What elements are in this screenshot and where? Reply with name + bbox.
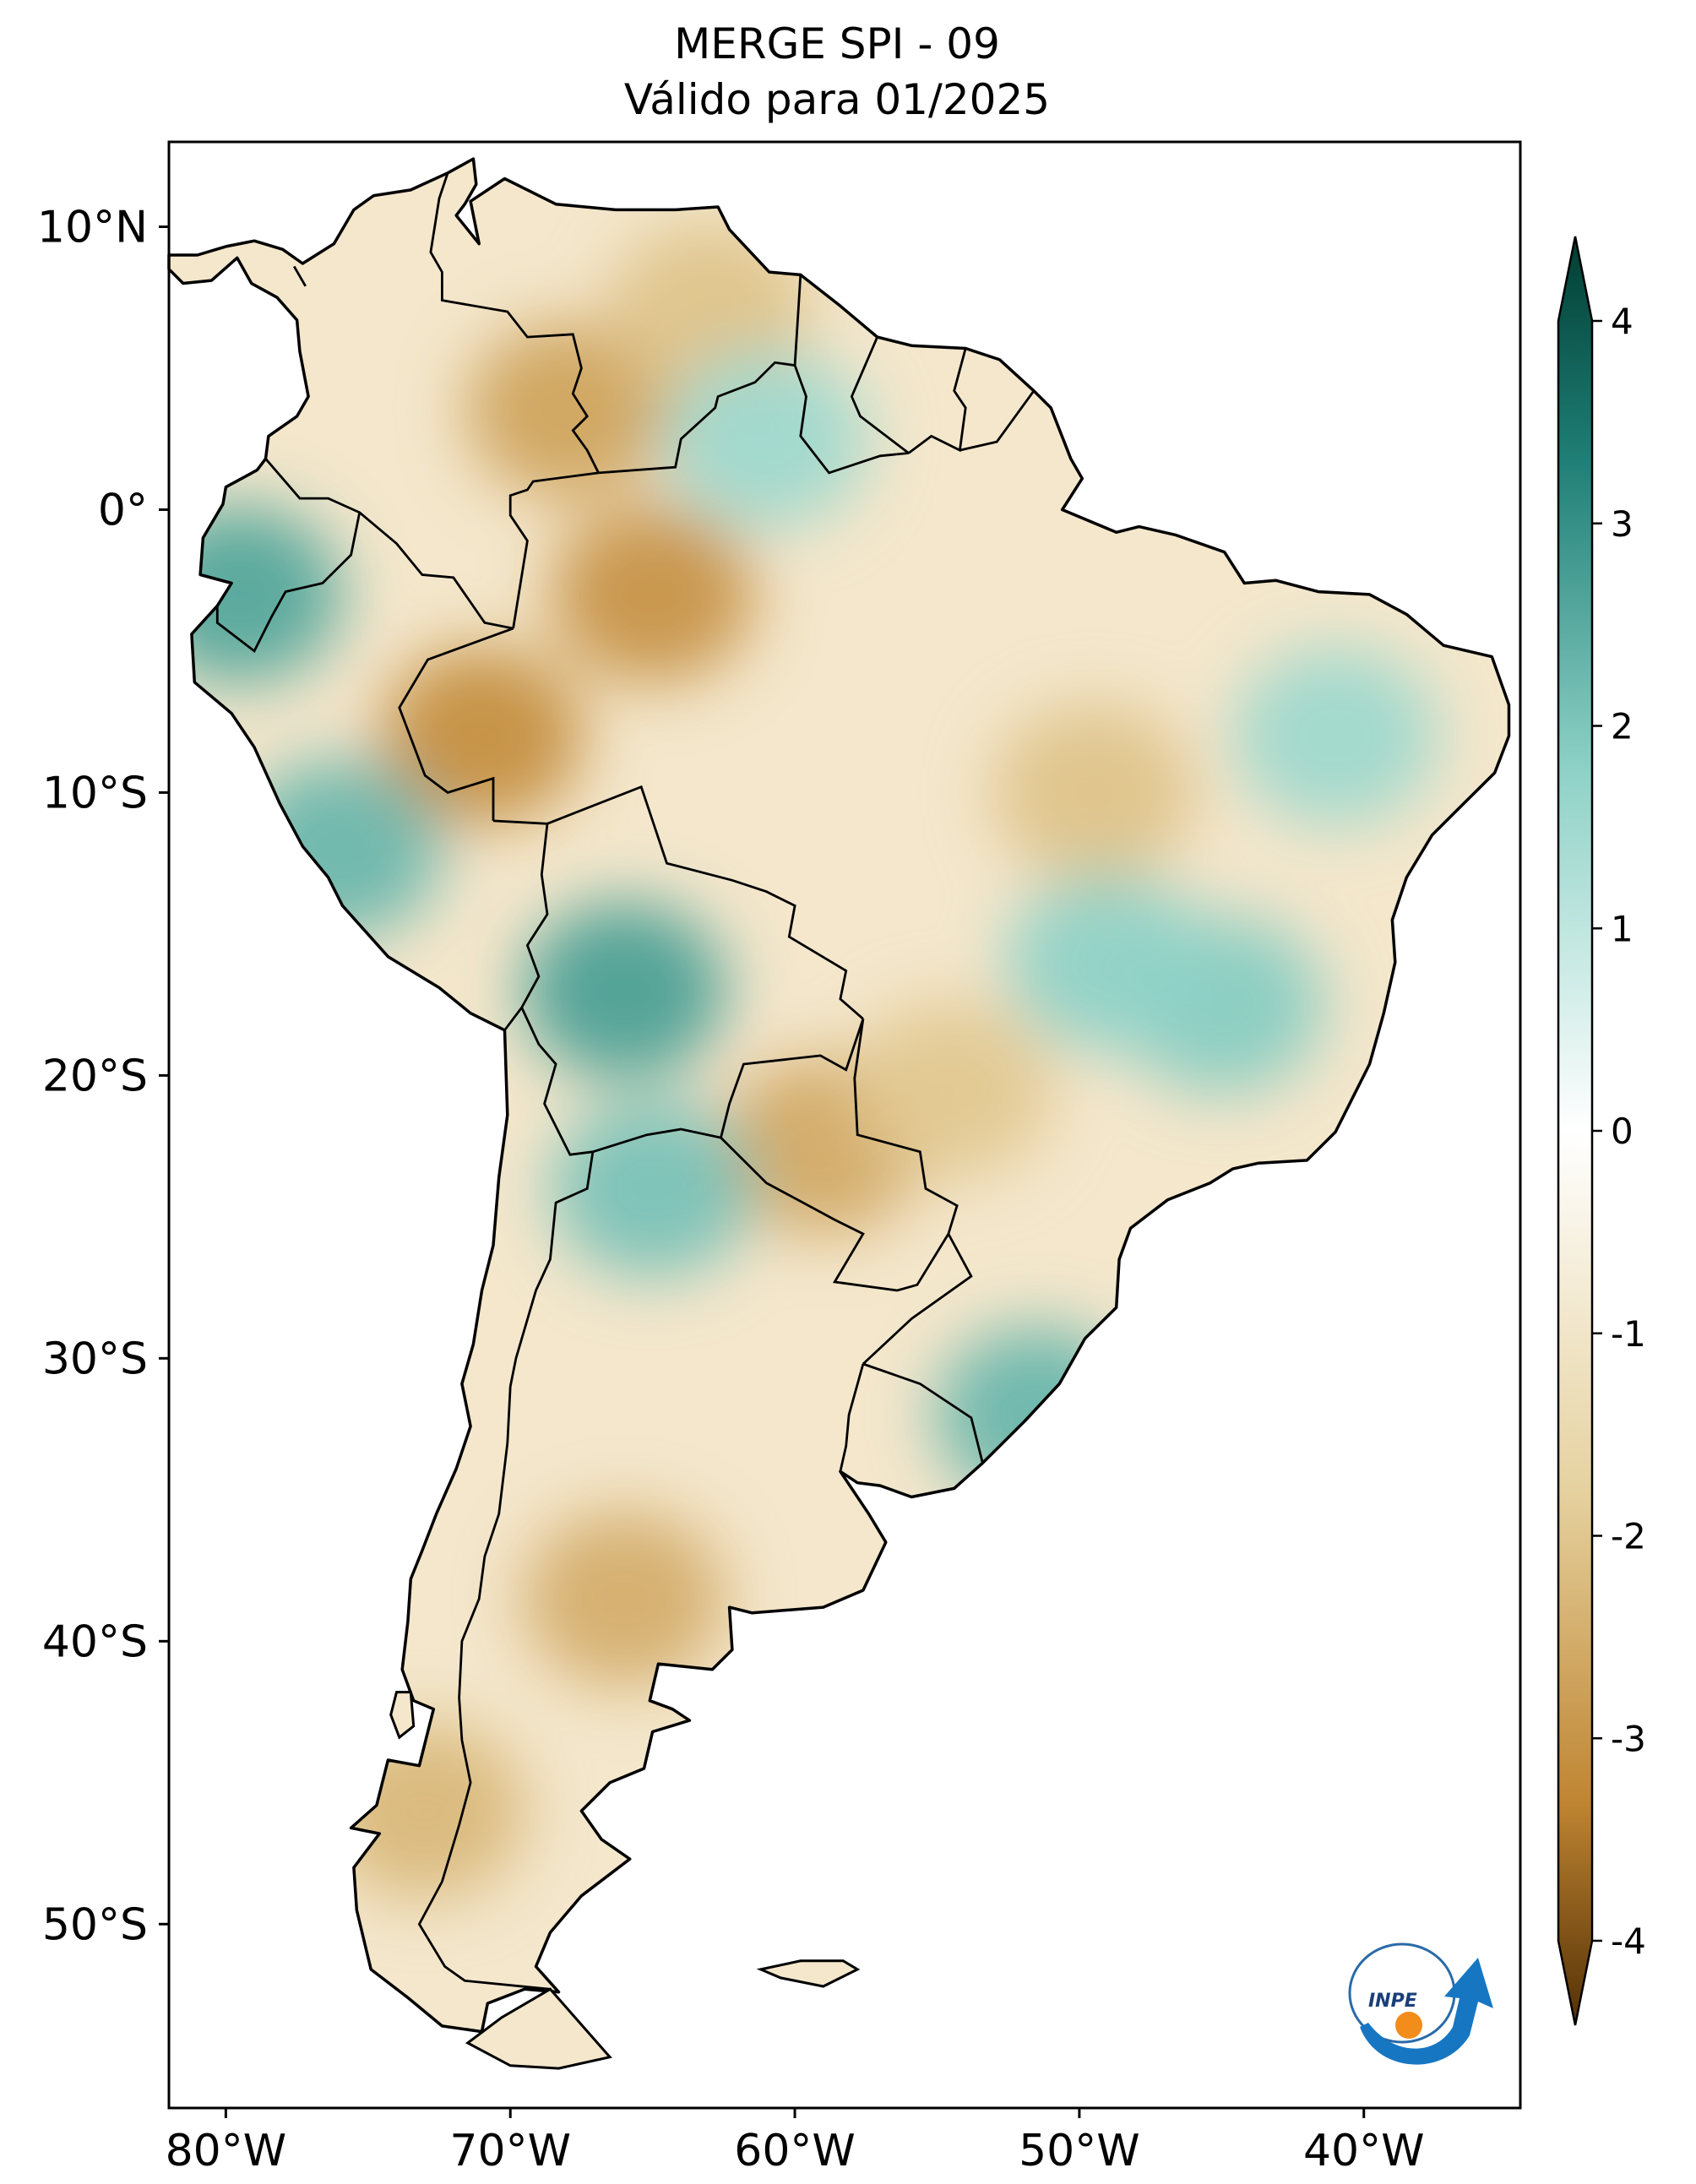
spi-region-dry-north-colombia — [465, 322, 669, 500]
colorbar: 4 3 2 1 0 -1 -2 -3 -4 — [1557, 236, 1646, 2026]
longitude-axis: 80°W 70°W 60°W 50°W 40°W — [166, 2108, 1425, 2176]
lat-tick-label: 10°S — [42, 768, 148, 818]
country-border — [264, 458, 514, 630]
spi-region-dry-amazonas — [551, 505, 754, 683]
lon-tick-label: 50°W — [1019, 2126, 1140, 2176]
lat-tick-label: 0° — [98, 485, 148, 535]
country-border — [508, 471, 599, 629]
colorbar-tick-label: 3 — [1611, 503, 1633, 545]
country-border — [793, 365, 909, 475]
colorbar-tick-label: 1 — [1611, 908, 1633, 949]
country-border — [907, 348, 967, 454]
country-border — [862, 1233, 973, 1366]
logo-text: INPE — [1368, 1991, 1417, 2012]
country-border — [862, 1362, 984, 1464]
spi-region-wet-bolivia — [522, 901, 726, 1079]
map-title: MERGE SPI - 09 — [674, 19, 1000, 68]
country-border — [598, 361, 796, 475]
logo-arrow-icon — [1360, 1958, 1493, 2065]
lat-tick-label: 20°S — [42, 1051, 148, 1101]
map-area — [167, 140, 1522, 2110]
country-border — [492, 819, 549, 1031]
spi-region-dry-patagonia — [522, 1510, 726, 1688]
spi-region-dry-tocantins — [992, 704, 1195, 882]
country-border — [592, 1018, 865, 1154]
country-border — [398, 627, 514, 821]
lon-tick-label: 40°W — [1303, 2126, 1425, 2176]
colorbar-tick-label: -1 — [1611, 1313, 1646, 1355]
colorbar-tick-label: -2 — [1611, 1516, 1646, 1557]
latitude-axis: 10°N 0° 10°S 20°S 30°S 40°S 50°S — [37, 202, 169, 1950]
colorbar-tick-label: -3 — [1611, 1718, 1646, 1759]
lat-tick-label: 30°S — [42, 1334, 148, 1384]
country-borders — [215, 172, 1036, 2067]
spi-region-wet-piaui — [1234, 647, 1438, 825]
country-border — [417, 1151, 595, 1991]
colorbar-tick-label: -4 — [1611, 1921, 1646, 1962]
islands — [389, 1691, 861, 2070]
spi-region-dry-mato-grosso-sul — [850, 1001, 1053, 1179]
coastline — [167, 157, 1511, 2034]
country-border — [853, 1019, 959, 1235]
island — [756, 1959, 861, 1988]
lon-tick-label: 70°W — [449, 2126, 571, 2176]
country-border — [720, 1137, 950, 1292]
colorbar-tick-label: 4 — [1611, 301, 1633, 342]
country-border — [850, 336, 910, 454]
country-border — [292, 265, 307, 287]
colorbar-tick-label: 0 — [1611, 1111, 1633, 1152]
island — [465, 1987, 612, 2070]
spi-region-wet-roraima — [665, 350, 868, 528]
country-border — [429, 172, 600, 474]
lat-tick-label: 40°S — [42, 1616, 148, 1667]
map-subtitle: Válido para 01/2025 — [623, 75, 1051, 124]
lon-tick-label: 80°W — [166, 2126, 287, 2176]
colorbar-tick-label: 2 — [1611, 706, 1633, 747]
island — [389, 1691, 416, 1740]
country-border — [793, 274, 802, 366]
spi-region-wet-salta — [551, 1100, 754, 1278]
lat-tick-label: 50°S — [42, 1899, 148, 1950]
lat-tick-label: 10°N — [37, 202, 148, 253]
spi-field — [169, 222, 1438, 1900]
map-frame — [167, 140, 1522, 2110]
logo-sun-icon — [1395, 2012, 1422, 2039]
lon-tick-label: 60°W — [734, 2126, 856, 2176]
country-border — [520, 1007, 594, 1156]
country-border — [839, 1363, 865, 1472]
country-border — [215, 512, 361, 654]
spi-region-wet-goias — [1006, 873, 1209, 1051]
country-border — [546, 785, 864, 1020]
country-border — [959, 389, 1036, 452]
colorbar-ticks: 4 3 2 1 0 -1 -2 -3 -4 — [1592, 301, 1646, 1962]
colorbar-gradient — [1557, 236, 1594, 2026]
inpe-logo: INPE — [1348, 1942, 1493, 2065]
